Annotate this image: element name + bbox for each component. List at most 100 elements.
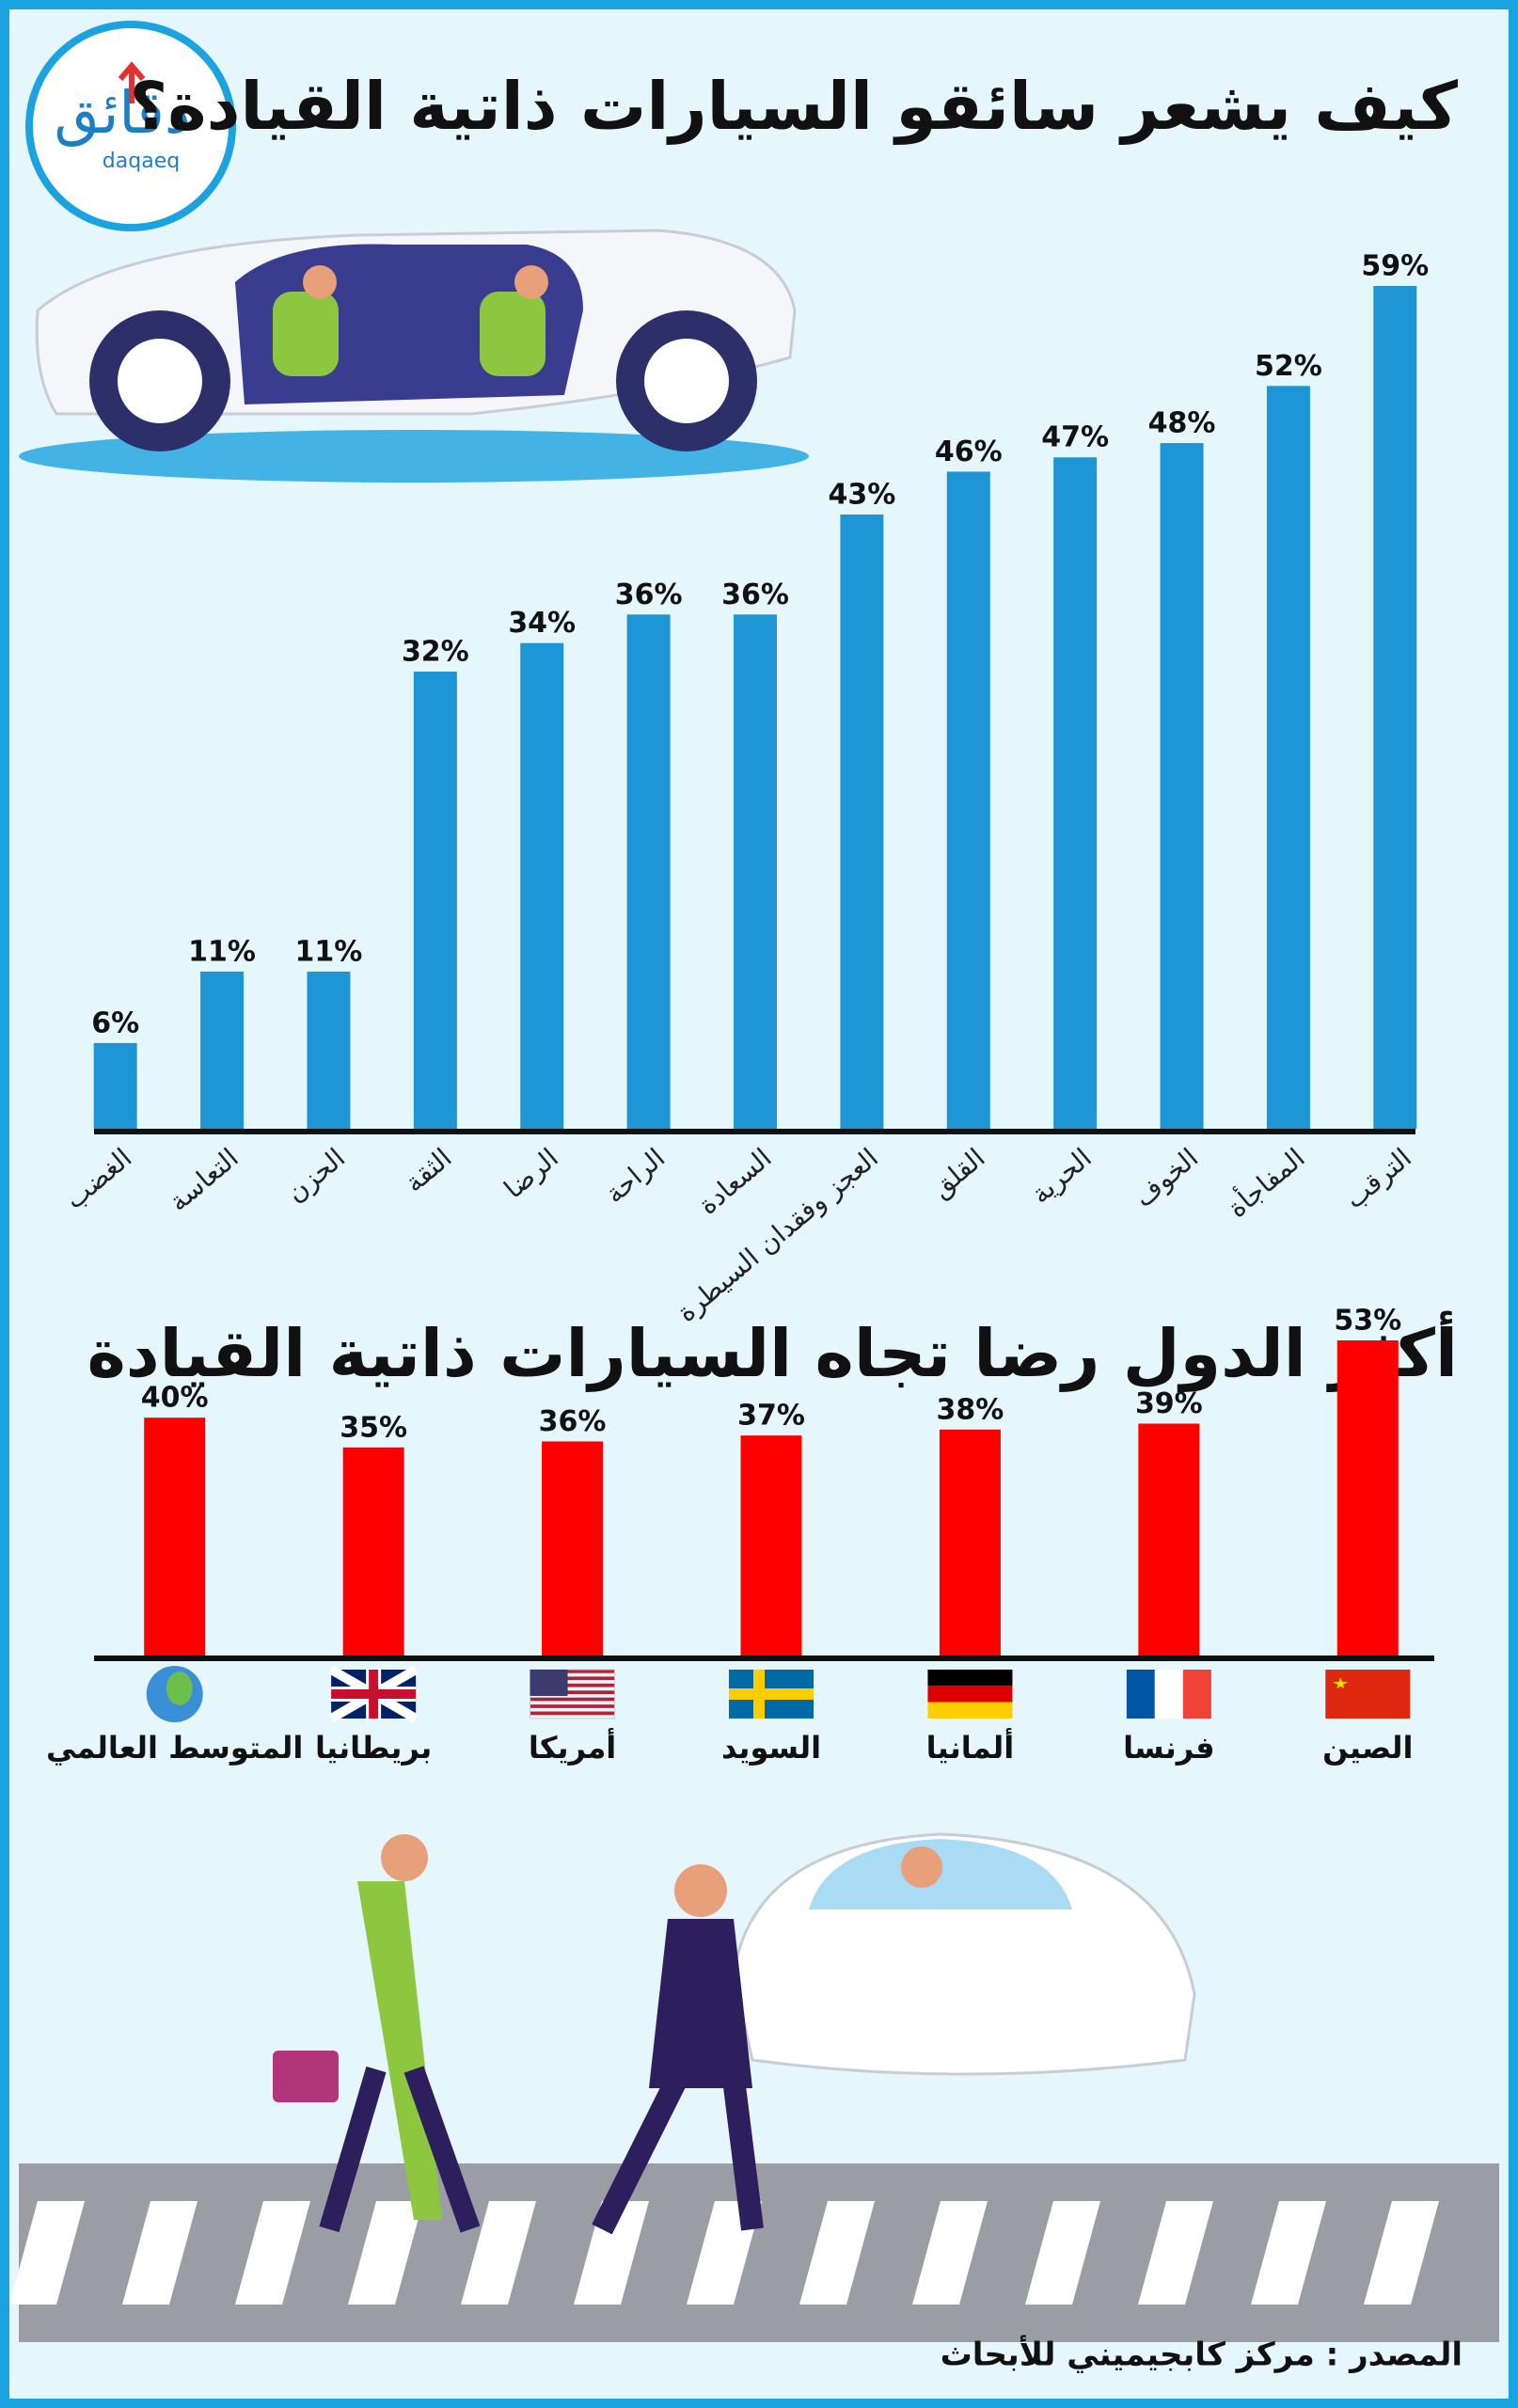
x-tick-label: ألمانيا [926,1728,1015,1766]
pedestrian-legs [319,2066,481,2233]
bar [413,672,457,1129]
value-label: 32% [402,636,469,669]
flag [729,1670,814,1719]
value-label: 43% [828,478,895,511]
flag-part [1325,1670,1411,1719]
x-tick-label: الصين [1322,1730,1413,1766]
bar [520,642,564,1129]
driver [901,1846,942,1888]
chart-title: أكثر الدول رضا تجاه السيارات ذاتية القيا… [87,1310,1458,1392]
flag-part [927,1702,1013,1719]
flag [1325,1670,1411,1719]
wheel-rim [644,339,729,423]
flag [530,1669,616,1719]
flag-part [530,1711,615,1716]
crosswalk [9,2201,1439,2305]
pedestrian-legs [592,2073,764,2235]
bar [542,1441,604,1656]
pedestrian-head [381,1834,428,1881]
flag-part [927,1670,1013,1687]
value-label: 6% [91,1006,139,1039]
street-illustration [9,1832,1499,2342]
x-tick-label: أمريكا [529,1728,616,1766]
flag-part [530,1676,615,1681]
wheel-rim [118,339,202,423]
chart-title: كيف يشعر سائقو السيارات ذاتية القيادة؟ [130,68,1459,145]
flag-star [1333,1677,1349,1688]
bar [1336,1340,1399,1656]
bag [273,2051,339,2102]
flag-part [530,1670,615,1673]
value-label: 11% [295,935,363,968]
value-label: 47% [1041,421,1109,454]
logo-circle [25,21,236,231]
bar [1053,457,1098,1129]
source: المصدر : مركز كابجيميني للأبحاث [941,2335,1463,2374]
pedestrian-suit [649,1919,752,2088]
logo-latin: daqaeq [103,150,180,173]
value-label: 36% [721,578,789,611]
bar [740,1435,802,1656]
x-tick-label: السويد [721,1730,821,1766]
value-label: 36% [539,1405,607,1438]
flag-part [369,1670,379,1719]
passenger [303,265,337,299]
value-label: 36% [615,578,683,611]
value-label: 39% [1135,1387,1203,1420]
bar [946,471,990,1130]
flag-part [927,1686,1013,1703]
flag [927,1670,1013,1719]
flag [328,1665,419,1723]
bar [144,1418,206,1656]
value-label: 53% [1334,1305,1401,1338]
flag-part [1126,1670,1155,1719]
bar [626,614,671,1129]
flag-part [530,1704,615,1708]
flag [1126,1670,1211,1719]
passenger [514,265,548,299]
x-tick-label: المتوسط العالمي [46,1730,303,1766]
value-label: 46% [935,436,1003,468]
bar [1160,443,1204,1129]
seat [480,292,546,376]
seat [273,292,339,376]
flag-part [530,1670,568,1696]
flag [146,1666,203,1722]
logo-name: دقائق [54,78,190,147]
value-label: 37% [737,1400,805,1433]
value-label: 34% [508,607,576,640]
value-label: 48% [1148,407,1216,440]
flag-part [530,1683,615,1687]
bar [840,514,884,1129]
bar [342,1447,404,1656]
flag-part [1182,1670,1211,1719]
pedestrian-coat [357,1881,442,2220]
flag-part [1154,1670,1183,1719]
value-label: 38% [937,1393,1004,1426]
car-illustration [19,229,809,483]
car-shadow [19,430,809,483]
x-tick-label: بريطانيا [315,1730,432,1766]
bar [93,1042,137,1129]
flag-part [530,1697,615,1702]
flag-part [729,1688,814,1700]
bar [1138,1423,1200,1656]
value-label: 40% [141,1382,209,1415]
bar [734,614,777,1129]
value-label: 35% [340,1411,407,1444]
pedestrian-head [674,1864,727,1917]
bar [307,971,351,1129]
value-label: 59% [1361,250,1429,283]
logo: دقائق daqaeq [25,21,236,231]
globe-land [166,1671,193,1705]
bar [939,1429,1001,1656]
bar [1373,286,1417,1129]
flag-part [530,1690,615,1694]
logo-arrow [118,61,146,103]
bar [200,971,245,1129]
value-label: 52% [1255,350,1322,383]
value-label: 11% [188,935,256,968]
bar [1266,386,1310,1130]
